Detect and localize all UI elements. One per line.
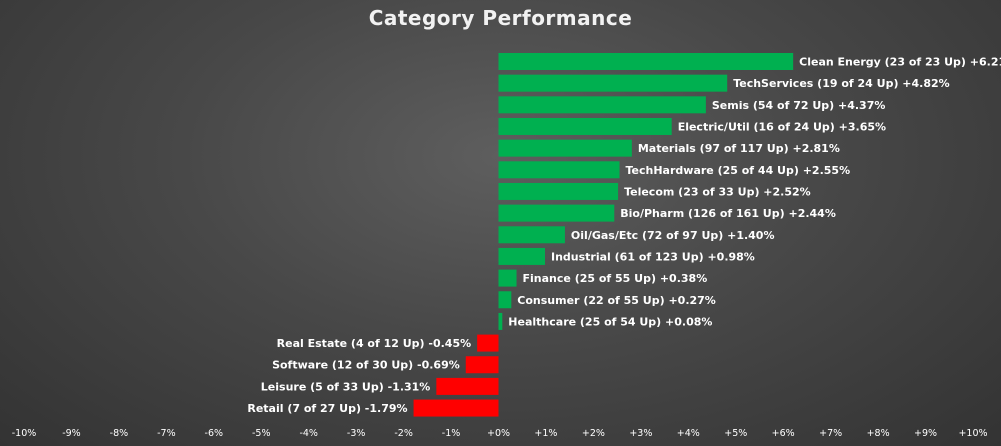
bar [465,356,499,374]
chart-title: Category Performance [368,6,633,30]
bar [498,139,632,157]
bar-data-label: TechServices (19 of 24 Up) +4.82% [733,77,949,90]
bar-data-label: Semis (54 of 72 Up) +4.37% [712,99,886,112]
x-tick-label: -7% [157,428,176,439]
bar-data-label: Finance (25 of 55 Up) +0.38% [523,272,708,285]
bar [498,312,503,330]
bar [477,334,499,352]
bar-data-label: Consumer (22 of 55 Up) +0.27% [517,294,716,307]
x-tick-label: +4% [677,428,700,439]
bar-data-label: Leisure (5 of 33 Up) -1.31% [261,380,431,393]
x-tick-label: -4% [299,428,318,439]
bar-data-label: Software (12 of 30 Up) -0.69% [272,359,460,372]
bar-data-label: Telecom (23 of 33 Up) +2.52% [624,185,811,198]
x-tick-label: +10% [958,428,987,439]
bar [498,269,517,287]
x-tick-label: +8% [867,428,890,439]
x-tick-label: -8% [110,428,129,439]
bar [498,161,620,179]
bar [498,291,512,309]
x-tick-label: -3% [347,428,366,439]
x-tick-label: +0% [487,428,510,439]
bar [498,247,545,265]
bar [413,399,499,417]
x-tick-label: +5% [724,428,747,439]
x-tick-label: +3% [629,428,652,439]
bar-data-label: Real Estate (4 of 12 Up) -0.45% [277,337,471,350]
bar-data-label: Oil/Gas/Etc (72 of 97 Up) +1.40% [571,229,775,242]
bar-data-label: Materials (97 of 117 Up) +2.81% [638,142,840,155]
bar-data-label: Retail (7 of 27 Up) -1.79% [247,402,407,415]
x-tick-label: -10% [12,428,37,439]
bar-data-label: TechHardware (25 of 44 Up) +2.55% [626,164,851,177]
x-tick-label: +9% [914,428,937,439]
bar [498,182,619,200]
bar-data-label: Clean Energy (23 of 23 Up) +6.21% [799,56,1001,69]
x-tick-label: -2% [394,428,413,439]
x-tick-label: -6% [205,428,224,439]
x-tick-label: +6% [772,428,795,439]
x-tick-label: +7% [819,428,842,439]
bar-data-label: Industrial (61 of 123 Up) +0.98% [551,250,755,263]
bar-data-label: Bio/Pharm (126 of 161 Up) +2.44% [620,207,836,220]
bar [498,204,615,222]
x-tick-label: -5% [252,428,271,439]
x-tick-label: +2% [582,428,605,439]
bar [498,117,672,135]
bar [498,53,794,70]
x-tick-label: +1% [534,428,557,439]
bar [498,96,706,114]
x-tick-label: -1% [442,428,461,439]
bar-data-label: Healthcare (25 of 54 Up) +0.08% [508,315,712,328]
x-tick-label: -9% [62,428,81,439]
bar [436,377,499,395]
bar-data-label: Electric/Util (16 of 24 Up) +3.65% [678,120,886,133]
bar [498,74,728,92]
bar [498,226,565,244]
